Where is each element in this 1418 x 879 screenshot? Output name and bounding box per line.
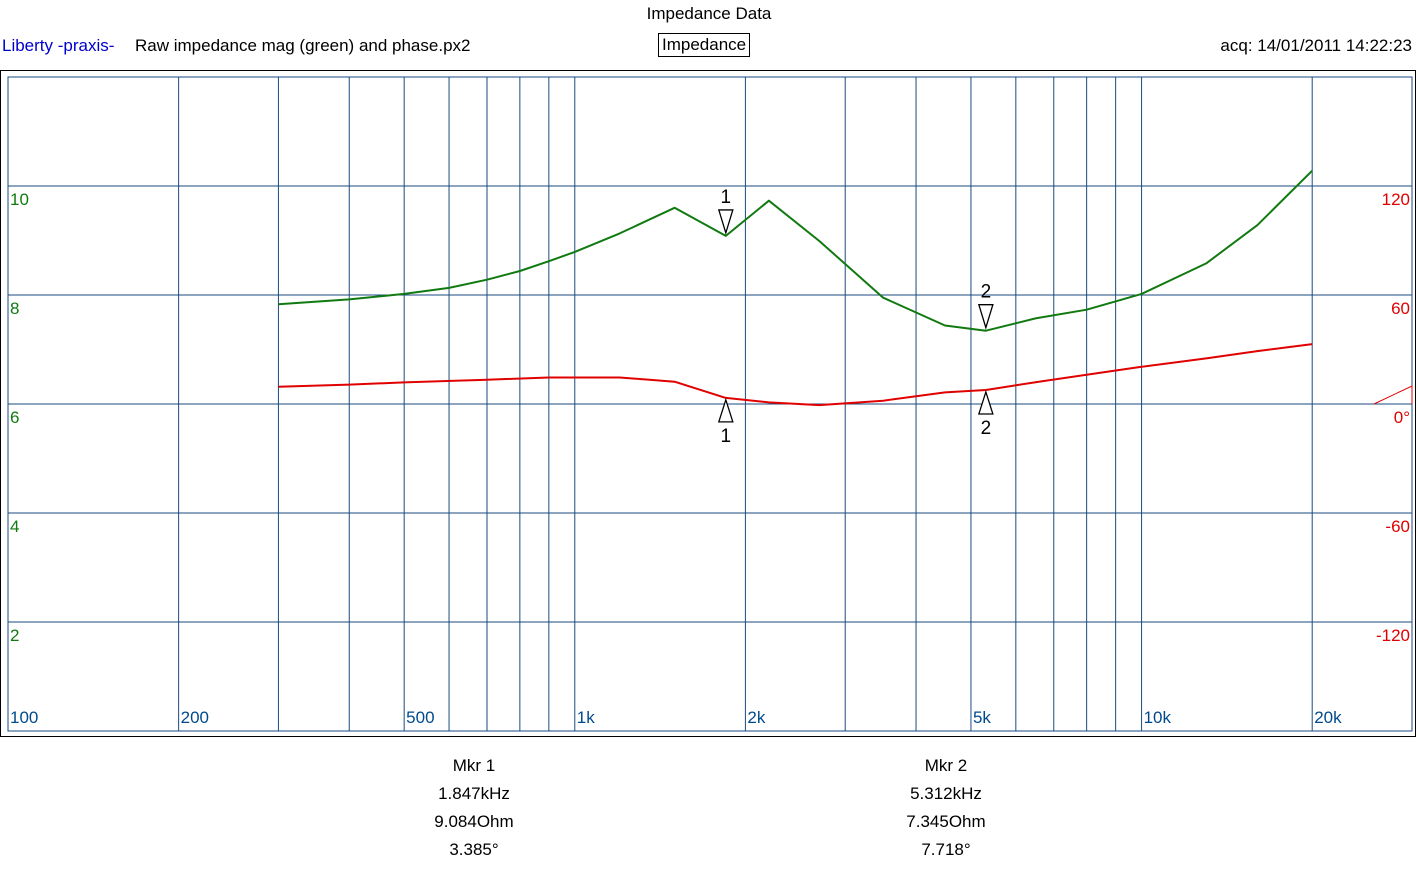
marker-layer: 1 1 2 2 [717,187,1413,447]
x-tick-label: 500 [406,708,434,727]
marker-2-phase-triangle [977,389,994,415]
y-right-tick-label: -60 [1385,517,1410,536]
plot-frame [0,70,1416,737]
y-left-tick-label: 4 [10,517,19,536]
axis-labels: 100 200 500 1k 2k 5k 10k 20k 10 8 6 4 2 120 60 0° -60 -12… [10,190,1410,727]
marker-1-readout: Mkr 1 1.847kHz 9.084Ohm 3.385° [374,752,574,864]
y-right-tick-label: 120 [1382,190,1410,209]
impedance-mode-button[interactable]: Impedance [658,33,751,57]
marker-1-magnitude-label: 1 [721,187,732,208]
marker-1-title: Mkr 1 [452,756,496,775]
marker-1-magnitude-triangle [717,209,734,236]
grid [7,76,1413,732]
file-name: Raw impedance mag (green) and phase.px2 [135,36,471,55]
x-tick-label: 1k [577,708,595,727]
series-layer [278,169,1313,407]
marker-2-phase: 7.718° [921,840,971,859]
x-tick-label: 200 [181,708,209,727]
marker-2-title: Mkr 2 [924,756,968,775]
marker-2-magnitude-triangle [977,304,994,330]
marker-2-magnitude: 7.345Ohm [906,812,986,831]
x-tick-label: 20k [1314,708,1342,727]
y-left-tick-label: 10 [10,190,29,209]
acquisition-timestamp: acq: 14/01/2011 14:22:23 [1220,36,1412,55]
phase-zero-indicator [1373,385,1413,405]
y-right-tick-label: 0° [1394,408,1410,427]
y-left-tick-label: 8 [10,299,19,318]
marker-2-phase-label: 2 [981,418,992,439]
marker-1-phase: 3.385° [449,840,499,859]
marker-1-phase-triangle [717,397,734,423]
y-right-tick-label: -120 [1376,626,1410,645]
x-tick-label: 100 [10,708,38,727]
marker-1-phase-label: 1 [721,426,732,447]
brand-label: Liberty -praxis- [2,36,115,55]
y-left-tick-label: 2 [10,626,19,645]
chart-title: Impedance Data [646,4,772,23]
marker-1-magnitude: 9.084Ohm [434,812,514,831]
impedance-magnitude-line [278,169,1313,332]
y-left-tick-label: 6 [10,408,19,427]
marker-2-readout: Mkr 2 5.312kHz 7.345Ohm 7.718° [846,752,1046,864]
impedance-phase-line [278,343,1313,407]
x-tick-label: 5k [973,708,991,727]
x-tick-label: 2k [747,708,765,727]
marker-1-frequency: 1.847kHz [438,784,510,803]
marker-2-magnitude-label: 2 [981,282,992,303]
marker-2-frequency: 5.312kHz [910,784,982,803]
x-tick-label: 10k [1144,708,1172,727]
y-right-tick-label: 60 [1391,299,1410,318]
